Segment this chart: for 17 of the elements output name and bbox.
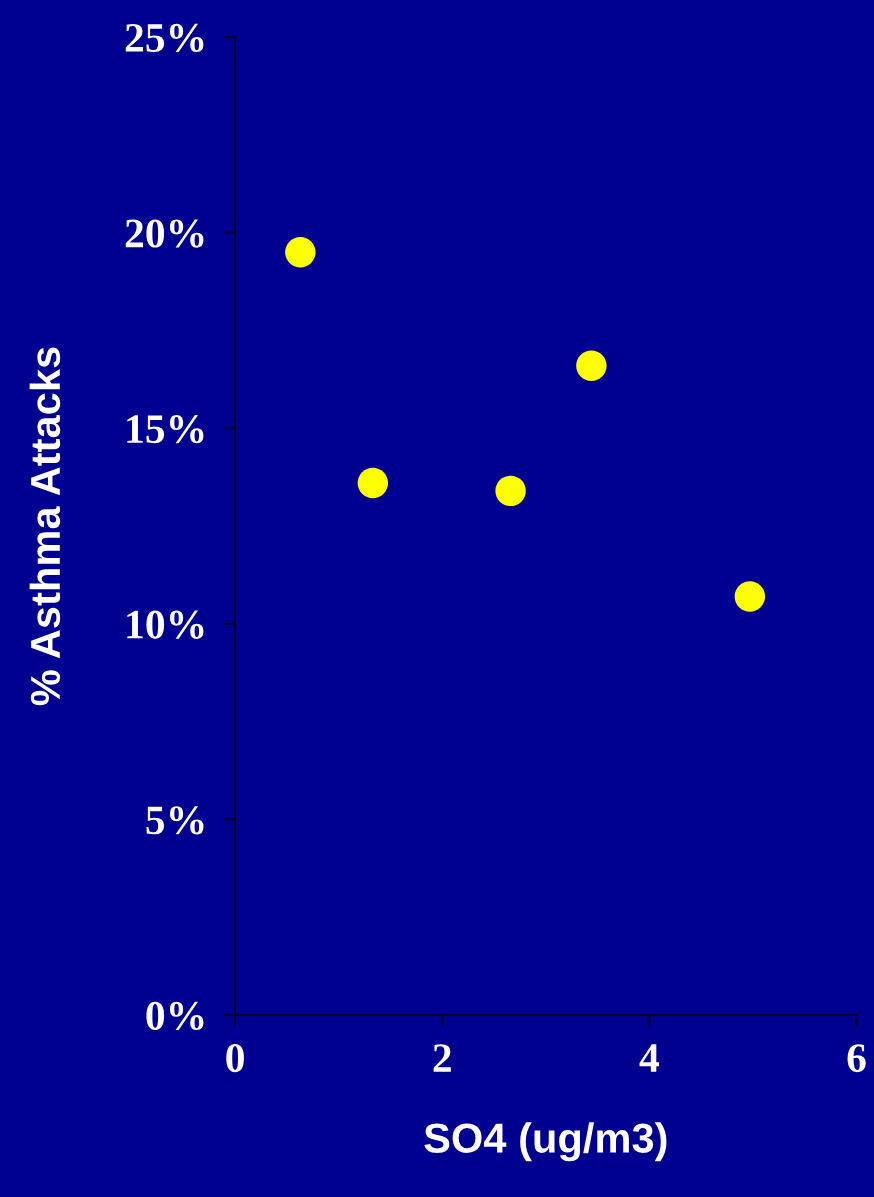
y-tick-label: 0% (146, 1001, 204, 1031)
y-axis-title: % Asthma Attacks (29, 347, 61, 706)
y-tick-label: 5% (146, 806, 204, 835)
x-tick-label: 4 (639, 1044, 660, 1072)
point (576, 350, 607, 381)
x-tick-label: 0 (226, 1044, 244, 1073)
point (357, 467, 389, 499)
point (495, 475, 526, 507)
x-tick-label: 2 (433, 1044, 451, 1072)
y-tick-label: 10% (127, 610, 204, 639)
y-tick-label: 15% (127, 415, 204, 444)
x-tick-label: 6 (847, 1044, 866, 1073)
x-axis-title: SO4 (ug/m3) (424, 1122, 667, 1162)
point (734, 581, 766, 612)
point (285, 237, 316, 268)
y-tick-label: 25% (125, 23, 204, 53)
y-tick-label: 20% (125, 219, 204, 248)
